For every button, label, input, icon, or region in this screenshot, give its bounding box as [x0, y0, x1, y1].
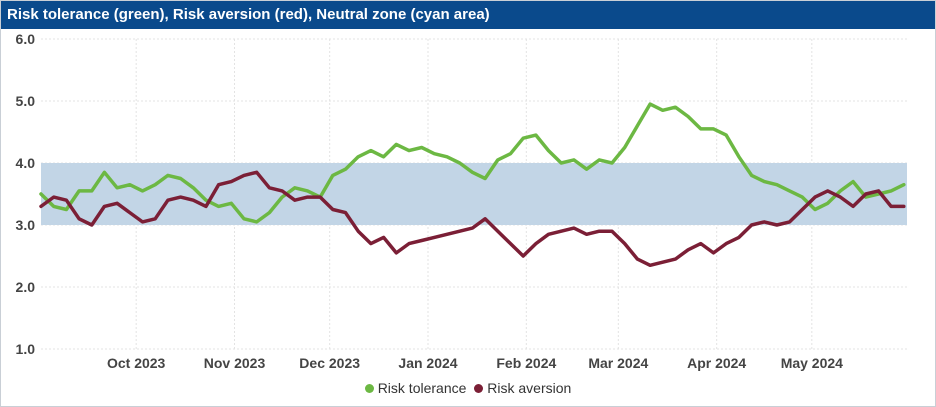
chart-title: Risk tolerance (green), Risk aversion (r…	[1, 1, 935, 29]
x-tick-label: Oct 2023	[107, 355, 166, 371]
y-tick-label: 2.0	[16, 279, 36, 295]
series-line-risk-aversion	[39, 170, 906, 268]
x-tick-label: Mar 2024	[588, 355, 648, 371]
legend-dot-icon	[364, 384, 374, 393]
legend-item-risk-aversion[interactable]: Risk aversion	[474, 380, 571, 396]
x-tick-label: Feb 2024	[496, 355, 556, 371]
series	[39, 102, 906, 268]
x-tick-label: Jan 2024	[398, 355, 457, 371]
legend-label: Risk tolerance	[377, 380, 467, 396]
x-axis-ticks: Oct 2023 Nov 2023 Dec 2023 Jan 2024 Feb 2024…	[107, 355, 843, 371]
y-tick-label: 5.0	[16, 93, 36, 109]
y-tick-label: 6.0	[16, 31, 36, 47]
y-tick-label: 3.0	[16, 217, 36, 233]
x-tick-label: Dec 2023	[299, 355, 360, 371]
series-line-risk-tolerance	[39, 102, 906, 224]
x-tick-label: Apr 2024	[687, 355, 746, 371]
legend-label: Risk aversion	[487, 380, 572, 396]
legend: Risk tolerance Risk aversion	[1, 380, 935, 396]
legend-item-risk-tolerance[interactable]: Risk tolerance	[364, 380, 467, 396]
legend-dot-icon	[474, 384, 484, 393]
x-tick-label: May 2024	[781, 355, 843, 371]
line-chart: 1.0 2.0 3.0 4.0 5.0 6.0 Oct 2023 Nov 2023 Dec 2…	[16, 31, 907, 371]
x-tick-label: Nov 2023	[204, 355, 266, 371]
y-axis-ticks: 1.0 2.0 3.0 4.0 5.0 6.0	[16, 31, 36, 357]
y-tick-label: 1.0	[16, 341, 36, 357]
y-tick-label: 4.0	[16, 155, 36, 171]
